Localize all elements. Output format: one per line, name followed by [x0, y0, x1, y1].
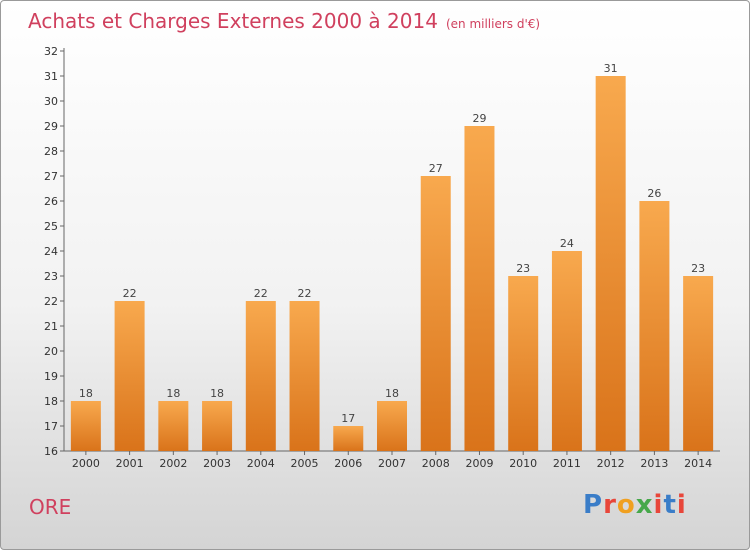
logo-letter: P: [583, 490, 604, 520]
bar: [464, 126, 495, 451]
data-label: 24: [560, 237, 574, 250]
x-tick-label: 2011: [553, 457, 581, 470]
bar: [551, 251, 582, 451]
y-tick-label: 21: [44, 320, 58, 333]
y-tick-label: 28: [44, 145, 58, 158]
data-label: 26: [647, 187, 661, 200]
proxiti-logo: Proxiti: [583, 490, 687, 520]
bar: [420, 176, 451, 451]
y-tick-label: 22: [44, 295, 58, 308]
title-text: Achats et Charges Externes 2000 à 2014: [28, 9, 438, 33]
y-tick-label: 31: [44, 70, 58, 83]
bar: [377, 401, 407, 451]
x-tick-label: 2010: [509, 457, 537, 470]
y-tick-label: 16: [44, 445, 58, 458]
logo-letter: r: [603, 490, 617, 520]
y-tick-label: 18: [44, 395, 58, 408]
logo-letter: o: [616, 490, 636, 520]
logo-letter: t: [663, 490, 677, 520]
x-tick-label: 2003: [203, 457, 231, 470]
bar: [683, 276, 714, 451]
bar: [202, 401, 233, 451]
y-tick-label: 29: [44, 120, 58, 133]
y-tick-label: 30: [44, 95, 58, 108]
data-label: 18: [385, 387, 399, 400]
data-label: 18: [210, 387, 224, 400]
commune-name: ORE: [29, 495, 72, 519]
x-tick-label: 2004: [247, 457, 275, 470]
bar: [245, 301, 276, 451]
x-tick-label: 2005: [291, 457, 319, 470]
data-label: 29: [472, 112, 486, 125]
bar: [289, 301, 320, 451]
data-label: 17: [341, 412, 355, 425]
x-tick-label: 2014: [684, 457, 712, 470]
x-tick-label: 2007: [378, 457, 406, 470]
data-label: 18: [166, 387, 180, 400]
bar: [114, 301, 145, 451]
data-label: 27: [429, 162, 443, 175]
bar: [70, 401, 101, 451]
y-tick-label: 20: [44, 345, 58, 358]
y-tick-label: 27: [44, 170, 58, 183]
y-tick-label: 17: [44, 420, 58, 433]
x-tick-label: 2012: [597, 457, 625, 470]
y-tick-label: 24: [44, 245, 58, 258]
data-label: 23: [516, 262, 530, 275]
data-label: 18: [79, 387, 93, 400]
bar: [333, 426, 364, 451]
y-tick-label: 25: [44, 220, 58, 233]
bar: [639, 201, 670, 451]
data-label: 31: [604, 62, 618, 75]
unit-note: (en milliers d'€): [445, 17, 541, 31]
data-label: 22: [254, 287, 268, 300]
logo-letter: i: [653, 490, 664, 520]
bar: [508, 276, 539, 451]
x-tick-label: 2009: [465, 457, 493, 470]
data-label: 22: [298, 287, 312, 300]
x-tick-label: 2013: [640, 457, 668, 470]
y-tick-label: 23: [44, 270, 58, 283]
x-tick-label: 2002: [159, 457, 187, 470]
data-label: 22: [123, 287, 137, 300]
x-tick-label: 2008: [422, 457, 450, 470]
x-tick-label: 2000: [72, 457, 100, 470]
chart-title: Achats et Charges Externes 2000 à 2014 (e…: [28, 9, 540, 33]
logo-letter: i: [676, 490, 687, 520]
x-tick-label: 2006: [334, 457, 362, 470]
y-tick-label: 19: [44, 370, 58, 383]
bar: [595, 76, 626, 451]
logo-letter: x: [635, 490, 654, 520]
y-tick-label: 32: [44, 45, 58, 58]
x-tick-label: 2001: [116, 457, 144, 470]
bar: [158, 401, 189, 451]
y-tick-label: 26: [44, 195, 58, 208]
data-label: 23: [691, 262, 705, 275]
